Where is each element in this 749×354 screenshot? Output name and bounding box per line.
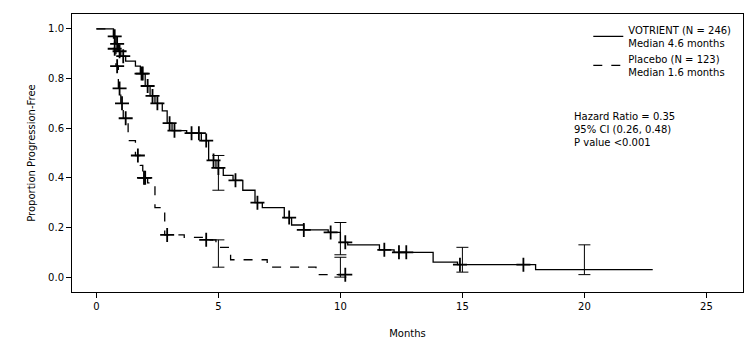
svg-text:1.0: 1.0 <box>48 23 64 34</box>
svg-text:Months: Months <box>389 328 426 339</box>
svg-text:15: 15 <box>456 301 469 312</box>
svg-text:0: 0 <box>93 301 99 312</box>
svg-text:Hazard Ratio = 0.3595% CI (0.2: Hazard Ratio = 0.3595% CI (0.26, 0.48)P … <box>574 111 675 148</box>
svg-text:10: 10 <box>334 301 347 312</box>
svg-text:Placebo (N = 123)Median 1.6 mo: Placebo (N = 123)Median 1.6 months <box>628 54 724 78</box>
svg-text:0.0: 0.0 <box>48 272 64 283</box>
svg-text:Proportion Progression-Free: Proportion Progression-Free <box>26 84 37 222</box>
svg-text:0.6: 0.6 <box>48 123 64 134</box>
svg-text:0.2: 0.2 <box>48 222 64 233</box>
svg-text:VOTRIENT (N = 246)Median 4.6 m: VOTRIENT (N = 246)Median 4.6 months <box>628 25 731 49</box>
svg-text:0.4: 0.4 <box>48 172 64 183</box>
svg-text:25: 25 <box>700 301 713 312</box>
svg-text:0.8: 0.8 <box>48 73 64 84</box>
svg-text:20: 20 <box>578 301 591 312</box>
svg-text:5: 5 <box>215 301 221 312</box>
